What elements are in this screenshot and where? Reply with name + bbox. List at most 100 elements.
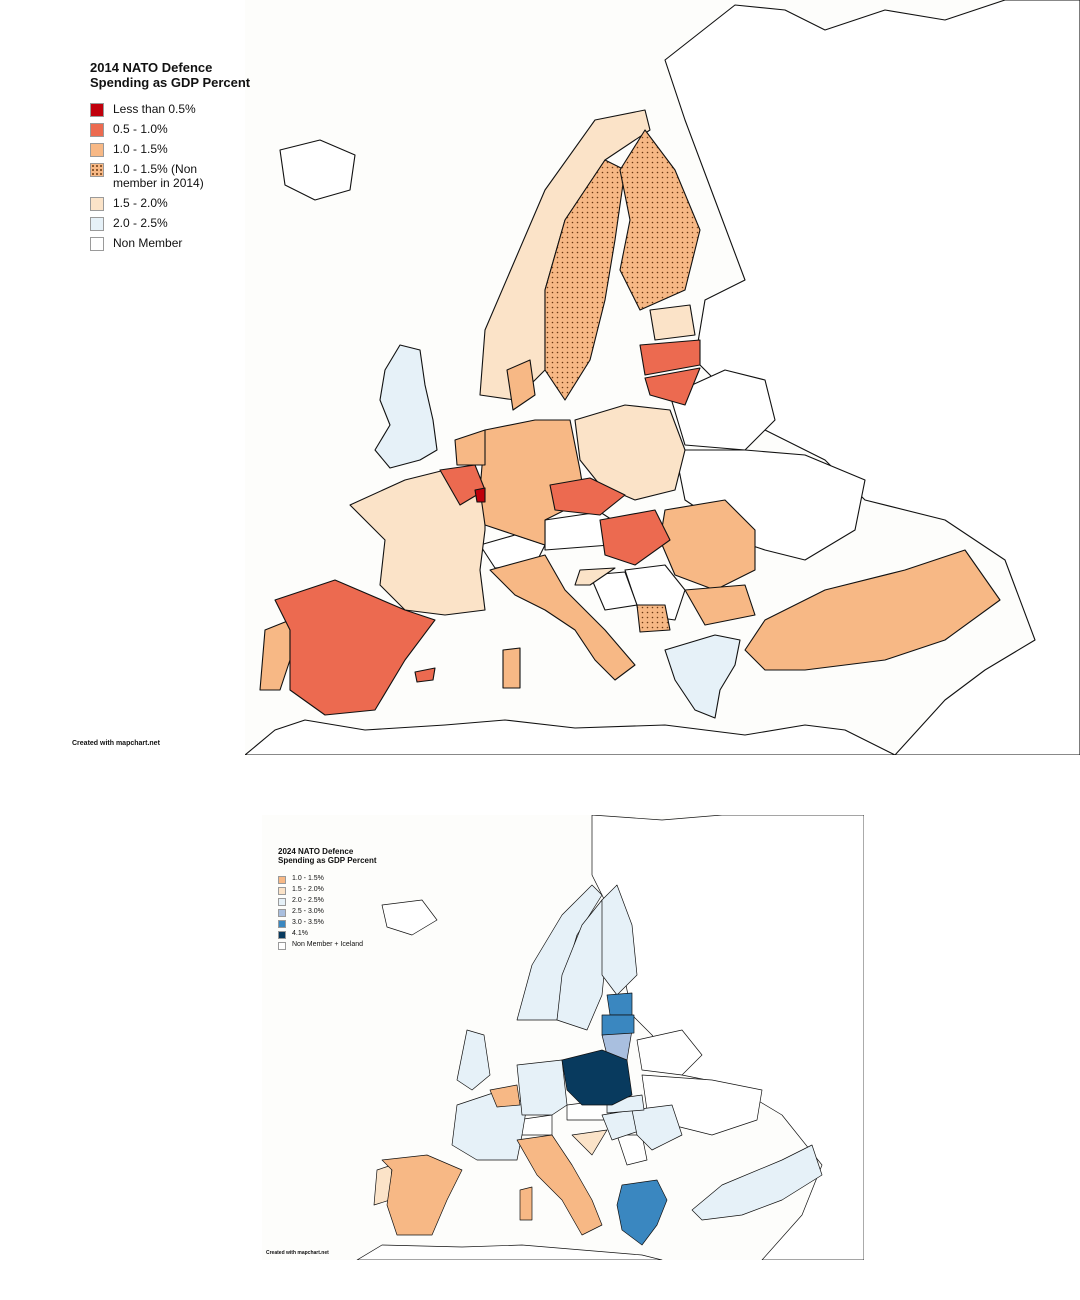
legend-label: Non Member + Iceland [292, 940, 364, 948]
legend-swatch [90, 123, 104, 138]
map-2024-svg [356, 815, 864, 1260]
legend-item: 1.5 - 2.0% [90, 196, 250, 211]
legend-swatch [90, 196, 104, 211]
legend-label: 1.0 - 1.5% [113, 142, 168, 157]
map-2024 [262, 815, 864, 1260]
country-iceland [279, 139, 356, 201]
country-uk-2024 [456, 1029, 491, 1091]
legend-item: 2.0 - 2.5% [90, 216, 250, 231]
country-latvia [639, 339, 701, 376]
legend-label: 1.0 - 1.5% [292, 874, 324, 882]
credit-2014: Created with mapchart.net [72, 740, 160, 747]
legend-item: 4.1% [278, 930, 377, 939]
legend-2014-items: Less than 0.5% 0.5 - 1.0% 1.0 - 1.5% 1.0 - … [90, 102, 250, 251]
legend-label: Less than 0.5% [113, 102, 196, 117]
country-germany-2024 [516, 1059, 568, 1116]
country-belarus [669, 369, 776, 451]
legend-item: 1.5 - 2.0% [278, 886, 377, 895]
legend-swatch [278, 919, 286, 928]
legend-item: 1.0 - 1.5% (Non member in 2014) [90, 162, 250, 191]
legend-label: 1.0 - 1.5% (Non member in 2014) [113, 162, 204, 191]
legend-item: Non Member + Iceland [278, 941, 377, 950]
country-italy [489, 554, 636, 681]
country-portugal [259, 619, 291, 691]
legend-item: 2.0 - 2.5% [278, 897, 377, 906]
country-latvia-2024 [601, 1014, 635, 1036]
country-montenegro [636, 604, 671, 633]
legend-item: 3.0 - 3.5% [278, 919, 377, 928]
legend-label: 2.5 - 3.0% [292, 907, 324, 915]
map-2014-svg [245, 0, 1080, 755]
legend-swatch [90, 236, 104, 251]
country-france [349, 469, 486, 616]
legend-swatch [90, 103, 104, 118]
legend-swatch [90, 143, 104, 158]
country-russia [664, 0, 1080, 755]
country-sardinia-2024 [519, 1186, 533, 1221]
country-africa [245, 719, 896, 755]
country-sardinia [502, 647, 521, 689]
country-finland-2024 [601, 884, 638, 996]
country-belarus-2024 [636, 1029, 703, 1076]
legend-swatch [90, 216, 104, 231]
country-turkey [744, 549, 1001, 671]
country-germany [479, 419, 586, 546]
country-italy-2024 [516, 1134, 603, 1236]
country-turkey-2024 [691, 1144, 823, 1221]
country-estonia [649, 304, 696, 341]
legend-label: Non Member [113, 235, 183, 250]
country-croatia-2024 [571, 1129, 608, 1156]
country-estonia-2024 [606, 992, 633, 1016]
country-greece-2024 [616, 1179, 668, 1246]
legend-item: Non Member [90, 236, 250, 251]
legend-swatch [278, 897, 286, 906]
country-bulgaria [684, 584, 756, 626]
country-greece [664, 634, 741, 719]
country-spain-2024 [381, 1154, 463, 1236]
legend-swatch [278, 908, 286, 917]
country-sweden [544, 159, 626, 401]
legend-2014-title: 2014 NATO Defence Spending as GDP Percen… [90, 60, 251, 90]
country-czechia [549, 477, 626, 516]
country-croatia [574, 567, 616, 586]
country-finland [619, 129, 701, 311]
country-iceland-2024 [381, 899, 438, 936]
country-luxembourg [474, 487, 486, 503]
legend-label: 0.5 - 1.0% [113, 122, 168, 137]
country-balearic [414, 667, 436, 683]
legend-label: 1.5 - 2.0% [292, 885, 324, 893]
map-2014 [245, 0, 1080, 755]
legend-swatch [278, 930, 286, 939]
legend-label: 1.5 - 2.0% [113, 195, 168, 210]
country-poland [574, 404, 686, 501]
legend-2024: 2024 NATO Defence Spending as GDP Percen… [278, 847, 377, 952]
legend-item: 1.0 - 1.5% [278, 875, 377, 884]
legend-item: 2.5 - 3.0% [278, 908, 377, 917]
legend-label: 3.0 - 3.5% [292, 918, 324, 926]
country-denmark [506, 359, 536, 411]
legend-item: 0.5 - 1.0% [90, 122, 250, 138]
legend-swatch [278, 875, 286, 884]
legend-swatch [278, 886, 286, 895]
legend-label: 4.1% [292, 929, 308, 937]
legend-label: 2.0 - 2.5% [113, 215, 168, 230]
country-spain [274, 579, 436, 716]
country-belgium-2024 [489, 1084, 521, 1108]
legend-2014: 2014 NATO Defence Spending as GDP Percen… [90, 60, 251, 256]
country-africa-2024 [356, 1244, 663, 1260]
legend-swatch [90, 163, 104, 178]
country-serbia-2024 [616, 1134, 648, 1166]
legend-item: 1.0 - 1.5% [90, 142, 250, 158]
country-uk [374, 344, 438, 469]
credit-2024: Created with mapchart.net [266, 1250, 329, 1256]
legend-swatch [278, 941, 286, 950]
country-poland-2024 [561, 1049, 633, 1106]
country-romania-2024 [631, 1104, 683, 1151]
country-hungary [599, 509, 671, 566]
country-lithuania [644, 367, 701, 406]
legend-label: 2.0 - 2.5% [292, 896, 324, 904]
country-netherlands [454, 429, 486, 466]
legend-2024-items: 1.0 - 1.5% 1.5 - 2.0% 2.0 - 2.5% 2.5 - 3.0%… [278, 875, 377, 950]
legend-2024-title: 2024 NATO Defence Spending as GDP Percen… [278, 847, 377, 865]
legend-item: Less than 0.5% [90, 102, 250, 118]
